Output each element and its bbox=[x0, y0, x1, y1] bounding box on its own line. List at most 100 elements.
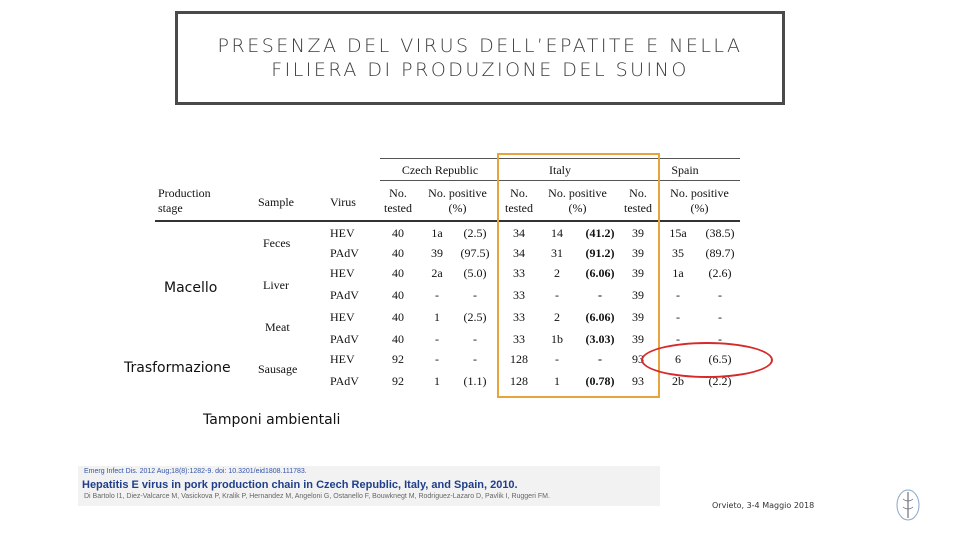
table-cell-it-p: 2 bbox=[554, 310, 560, 324]
table-cell-it-pct: (6.06) bbox=[585, 310, 615, 324]
table-cell-virus: HEV bbox=[330, 310, 355, 324]
table-cell-es-t: 39 bbox=[632, 226, 644, 240]
table-cell-cz-pct: (2.5) bbox=[463, 310, 487, 324]
table-cell-es-p: - bbox=[676, 288, 680, 302]
table-cell-it-pct: (3.03) bbox=[585, 332, 615, 346]
table-cell-it-p: 14 bbox=[551, 226, 563, 240]
table-cell-es-p: 15a bbox=[669, 226, 687, 240]
table-cell-virus: HEV bbox=[330, 352, 355, 366]
table-cell-virus: HEV bbox=[330, 226, 355, 240]
header-cz-positive: No. positive (%) bbox=[428, 186, 487, 215]
table-cell-es-t: 39 bbox=[632, 266, 644, 280]
sample-feces: Feces bbox=[263, 236, 291, 250]
table-cell-it-pct: (41.2) bbox=[585, 226, 615, 240]
header-production-stage: Production stage bbox=[158, 186, 211, 215]
table-cell-cz-t: 40 bbox=[392, 266, 404, 280]
table-cell-it-pct: (91.2) bbox=[585, 246, 615, 260]
sample-sausage: Sausage bbox=[258, 362, 298, 376]
table-cell-it-p: 2 bbox=[554, 266, 560, 280]
rule-country bbox=[380, 180, 740, 181]
rule-top bbox=[380, 158, 740, 159]
header-it-positive: No. positive (%) bbox=[548, 186, 607, 215]
table-cell-cz-pct: - bbox=[473, 332, 477, 346]
table-cell-it-pct: - bbox=[598, 288, 602, 302]
table-cell-virus: PAdV bbox=[330, 246, 359, 260]
table-cell-cz-p: 2a bbox=[431, 266, 443, 280]
table-cell-it-p: - bbox=[555, 352, 559, 366]
reference-authors: Di Bartolo I1, Diez-Valcarce M, Vasickov… bbox=[84, 493, 550, 500]
stage-macello: Macello bbox=[164, 280, 218, 296]
table-cell-it-t: 33 bbox=[513, 332, 525, 346]
header-it-tested: No. tested bbox=[505, 186, 533, 215]
table-cell-es-p: - bbox=[676, 332, 680, 346]
table-cell-cz-p: - bbox=[435, 332, 439, 346]
table-cell-cz-t: 40 bbox=[392, 246, 404, 260]
header-es-positive: No. positive (%) bbox=[670, 186, 729, 215]
table-cell-es-pct: (89.7) bbox=[705, 246, 735, 260]
country-header-italy: Italy bbox=[549, 163, 571, 177]
table-cell-cz-t: 40 bbox=[392, 310, 404, 324]
italy-highlight-box bbox=[497, 153, 660, 398]
rule-header bbox=[155, 220, 740, 222]
table-cell-es-p: 1a bbox=[672, 266, 684, 280]
reference-citation: Emerg Infect Dis. 2012 Aug;18(8):1282-9.… bbox=[78, 466, 660, 506]
sample-liver: Liver bbox=[263, 278, 289, 292]
stage-trasformazione: Trasformazione bbox=[124, 360, 231, 376]
table-cell-cz-p: 39 bbox=[431, 246, 443, 260]
table-cell-es-t: 39 bbox=[632, 310, 644, 324]
table-cell-it-pct: (6.06) bbox=[585, 266, 615, 280]
table-cell-it-t: 34 bbox=[513, 246, 525, 260]
table-cell-it-pct: (0.78) bbox=[585, 374, 615, 388]
environmental-swabs-label: Tamponi ambientali bbox=[203, 412, 341, 428]
table-cell-it-t: 33 bbox=[513, 310, 525, 324]
spain-sausage-highlight-ellipse bbox=[641, 342, 773, 378]
country-header-czech: Czech Republic bbox=[401, 163, 479, 177]
table-cell-es-t: 39 bbox=[632, 332, 644, 346]
country-header-spain: Spain bbox=[671, 163, 699, 177]
table-cell-virus: PAdV bbox=[330, 288, 359, 302]
table-cell-virus: PAdV bbox=[330, 332, 359, 346]
table-cell-cz-pct: (1.1) bbox=[463, 374, 487, 388]
sample-meat: Meat bbox=[265, 320, 290, 334]
header-sample: Sample bbox=[258, 195, 294, 209]
table-cell-cz-pct: (97.5) bbox=[460, 246, 490, 260]
footer-text: Orvieto, 3-4 Maggio 2018 bbox=[712, 501, 815, 510]
table-cell-cz-pct: - bbox=[473, 352, 477, 366]
table-cell-cz-t: 40 bbox=[392, 226, 404, 240]
reference-title: Hepatitis E virus in pork production cha… bbox=[82, 479, 518, 491]
slide-title-line-1: PRESENZA DEL VIRUS DELL’EPATITE E NELLA bbox=[217, 35, 743, 57]
table-cell-cz-pct: (2.5) bbox=[463, 226, 487, 240]
table-cell-es-p: 2b bbox=[672, 374, 684, 388]
table-cell-cz-t: 92 bbox=[392, 374, 404, 388]
table-cell-es-pct: (38.5) bbox=[705, 226, 735, 240]
table-cell-it-p: 1b bbox=[551, 332, 563, 346]
table-cell-es-p: - bbox=[676, 310, 680, 324]
table-cell-es-pct: (2.6) bbox=[708, 266, 732, 280]
table-cell-virus: HEV bbox=[330, 266, 355, 280]
table-cell-es-pct: - bbox=[718, 288, 722, 302]
table-cell-it-pct: - bbox=[598, 352, 602, 366]
table-cell-cz-pct: (5.0) bbox=[463, 266, 487, 280]
table-cell-cz-p: - bbox=[435, 288, 439, 302]
table-cell-it-t: 128 bbox=[510, 374, 528, 388]
emblem-icon bbox=[896, 489, 920, 521]
table-cell-cz-pct: - bbox=[473, 288, 477, 302]
header-es-tested: No. tested bbox=[624, 186, 652, 215]
table-cell-cz-t: 40 bbox=[392, 332, 404, 346]
table-cell-it-t: 33 bbox=[513, 288, 525, 302]
table-cell-es-pct: - bbox=[718, 332, 722, 346]
header-virus: Virus bbox=[330, 195, 356, 209]
table-cell-cz-p: 1 bbox=[434, 374, 440, 388]
table-cell-cz-p: 1a bbox=[431, 226, 443, 240]
slide-title-line-2: FILIERA DI PRODUZIONE DEL SUINO bbox=[271, 59, 689, 81]
table-cell-es-t: 93 bbox=[632, 374, 644, 388]
table-cell-it-p: 1 bbox=[554, 374, 560, 388]
title-box: PRESENZA DEL VIRUS DELL’EPATITE E NELLA … bbox=[175, 11, 785, 105]
table-cell-it-p: - bbox=[555, 288, 559, 302]
table-cell-cz-p: - bbox=[435, 352, 439, 366]
table-cell-es-p: 35 bbox=[672, 246, 684, 260]
table-cell-it-t: 128 bbox=[510, 352, 528, 366]
header-cz-tested: No. tested bbox=[384, 186, 412, 215]
table-cell-es-t: 39 bbox=[632, 288, 644, 302]
table-cell-virus: PAdV bbox=[330, 374, 359, 388]
